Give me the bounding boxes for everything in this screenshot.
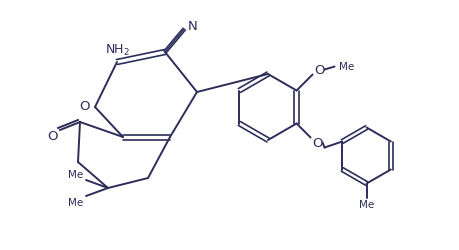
Text: Me: Me	[68, 197, 84, 207]
Text: NH$_2$: NH$_2$	[104, 42, 129, 57]
Text: O: O	[313, 64, 324, 77]
Text: N: N	[187, 20, 197, 32]
Text: Me: Me	[358, 200, 373, 210]
Text: O: O	[312, 136, 322, 149]
Text: O: O	[48, 129, 58, 142]
Text: Me: Me	[68, 169, 84, 179]
Text: Me: Me	[338, 62, 353, 72]
Text: O: O	[79, 99, 90, 112]
